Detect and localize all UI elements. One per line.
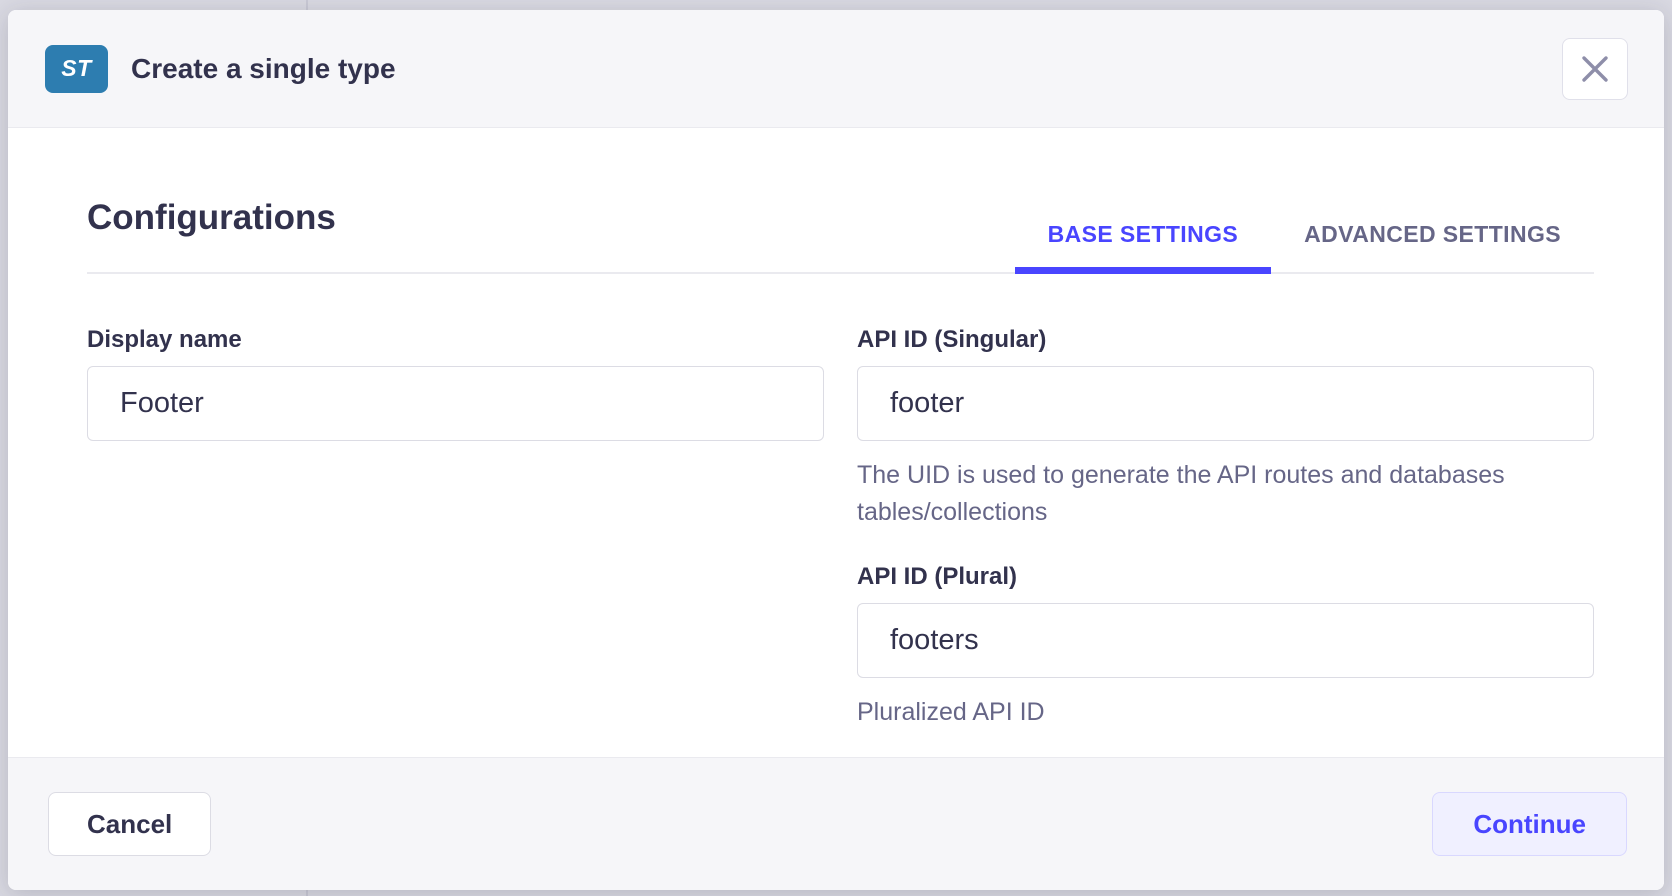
left-column: Display name	[87, 326, 824, 731]
api-id-plural-label: API ID (Plural)	[857, 563, 1018, 590]
right-column: API ID (Singular) The UID is used to gen…	[857, 326, 1594, 731]
api-id-singular-hint: The UID is used to generate the API rout…	[857, 461, 1505, 526]
display-name-field-group: Display name	[87, 326, 824, 441]
tab-advanced-settings[interactable]: ADVANCED SETTINGS	[1304, 221, 1561, 247]
modal-footer: Cancel Continue	[8, 757, 1664, 890]
modal-title: Create a single type	[131, 52, 396, 84]
continue-button[interactable]: Continue	[1432, 792, 1627, 856]
tab-base-settings[interactable]: BASE SETTINGS	[1014, 221, 1272, 274]
close-icon	[1581, 55, 1609, 83]
configurations-section-head: Configurations BASE SETTINGS ADVANCED SE…	[87, 128, 1594, 274]
display-name-input[interactable]	[87, 366, 824, 441]
api-id-plural-hint: Pluralized API ID	[857, 698, 1045, 726]
settings-tabs: BASE SETTINGS ADVANCED SETTINGS	[1014, 221, 1594, 274]
close-button[interactable]	[1562, 37, 1628, 100]
single-type-badge: ST	[45, 44, 108, 93]
api-id-singular-input[interactable]	[857, 366, 1594, 441]
api-id-plural-field-group: API ID (Plural) Pluralized API ID	[857, 563, 1594, 731]
display-name-label: Display name	[87, 326, 242, 353]
modal-header: ST Create a single type	[8, 10, 1664, 128]
form-fields: Display name API ID (Singular) The UID i…	[87, 326, 1594, 731]
api-id-plural-input[interactable]	[857, 603, 1594, 678]
single-type-badge-label: ST	[61, 55, 92, 81]
api-id-singular-label: API ID (Singular)	[857, 326, 1047, 353]
section-title: Configurations	[87, 198, 336, 237]
modal-body: Configurations BASE SETTINGS ADVANCED SE…	[8, 128, 1664, 757]
api-id-singular-field-group: API ID (Singular) The UID is used to gen…	[857, 326, 1594, 531]
create-single-type-modal: ST Create a single type Configurations B…	[8, 10, 1664, 890]
cancel-button[interactable]: Cancel	[48, 792, 212, 856]
